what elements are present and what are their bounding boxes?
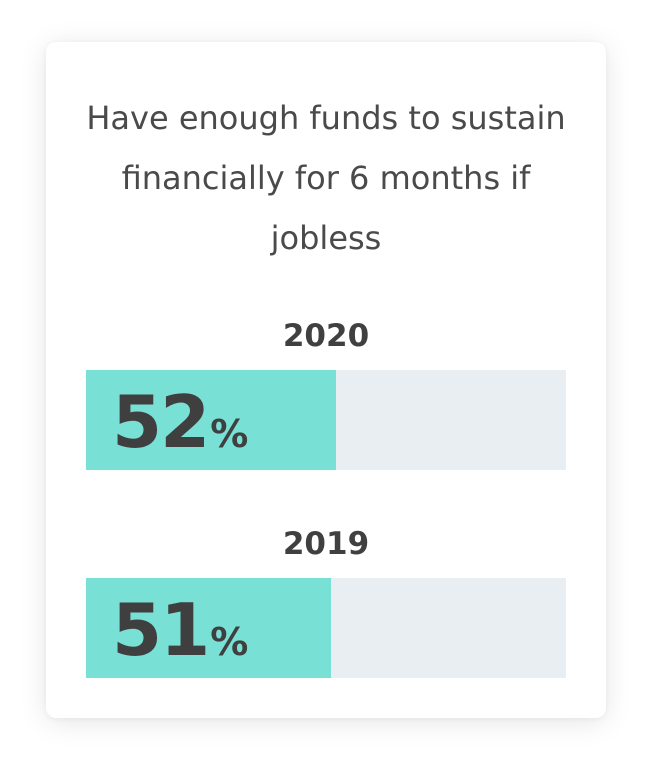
bar-value-unit-2019: % — [210, 620, 249, 664]
bar-value-2020: 52% — [112, 370, 248, 470]
bar-value-number-2020: 52 — [112, 380, 210, 464]
bar-value-number-2019: 51 — [112, 588, 210, 672]
category-label-2020: 2020 — [282, 318, 370, 354]
chart-card: Have enough funds to sustain financially… — [46, 42, 606, 718]
bar-value-unit-2020: % — [210, 412, 249, 456]
category-label-2019: 2019 — [282, 526, 370, 562]
bar-value-2019: 51% — [112, 578, 248, 678]
bar-fill-2019 — [86, 578, 331, 678]
bar-track-2020: 52% — [86, 370, 566, 470]
bar-track-2019: 51% — [86, 578, 566, 678]
bar-fill-2020 — [86, 370, 336, 470]
chart-title: Have enough funds to sustain financially… — [86, 99, 566, 257]
